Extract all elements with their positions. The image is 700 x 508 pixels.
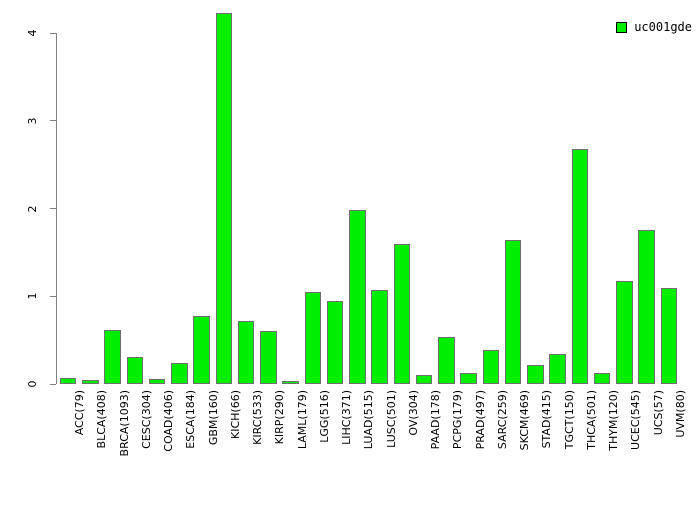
x-axis-label: SKCM(469) xyxy=(518,390,532,451)
x-axis-label: LAML(179) xyxy=(295,390,309,450)
bar xyxy=(571,148,589,384)
bar xyxy=(326,300,344,384)
x-axis-label: ACC(79) xyxy=(73,390,87,436)
y-axis-tick xyxy=(50,383,56,385)
x-axis-label: STAD(415) xyxy=(540,390,554,449)
bar xyxy=(660,288,678,384)
y-axis-tick-label-text: 4 xyxy=(26,29,39,37)
bar xyxy=(415,375,433,384)
x-axis-label: LUSC(501) xyxy=(384,390,398,448)
x-axis-label: ESCA(184) xyxy=(184,390,198,449)
bar xyxy=(82,379,99,384)
legend-swatch-icon xyxy=(616,21,628,33)
y-axis-tick-label-text: 3 xyxy=(26,117,39,125)
bar xyxy=(126,356,144,384)
x-axis-label: LUAD(515) xyxy=(362,390,376,450)
y-axis-tick-label: 1 xyxy=(22,289,44,303)
x-axis-label: SARC(259) xyxy=(495,390,509,450)
x-axis-label: UCEC(545) xyxy=(629,390,643,450)
bar xyxy=(460,373,477,384)
y-axis-tick xyxy=(50,120,56,122)
x-axis-label: THYM(120) xyxy=(607,390,621,451)
y-axis-tick xyxy=(50,32,56,34)
x-axis-label: OV(304) xyxy=(406,390,420,436)
y-axis-tick-label: 2 xyxy=(22,202,44,216)
bar xyxy=(193,316,210,384)
bar xyxy=(482,349,500,384)
bar-chart: 0 1 2 3 4 ACC(79) BLCA(408) BRCA(1093) CESC(304… xyxy=(22,12,692,480)
y-axis-tick-label: 0 xyxy=(22,377,44,391)
x-axis-label: BRCA(1093) xyxy=(117,390,131,457)
x-axis-label: PCPG(179) xyxy=(451,390,465,450)
bar xyxy=(438,336,455,384)
x-axis-label: PAAD(178) xyxy=(429,390,443,450)
bar xyxy=(215,12,233,384)
bar xyxy=(148,378,166,384)
y-axis-tick-label: 4 xyxy=(22,26,44,40)
x-axis-label: PRAD(497) xyxy=(473,390,487,450)
bar xyxy=(237,320,255,384)
x-axis-labels: ACC(79) BLCA(408) BRCA(1093) CESC(304) COAD(… xyxy=(57,388,687,480)
x-axis-label: THCA(501) xyxy=(584,390,598,450)
bar xyxy=(616,281,633,384)
y-axis-tick-label: 3 xyxy=(22,114,44,128)
x-axis-label: KICH(66) xyxy=(228,390,242,439)
bar xyxy=(393,243,411,384)
x-axis-label: UVM(80) xyxy=(673,390,687,438)
x-axis-label: LGG(516) xyxy=(317,390,331,443)
bar xyxy=(282,381,299,384)
legend: uc001gde xyxy=(616,20,692,34)
bar xyxy=(171,362,188,384)
bar xyxy=(104,329,121,384)
bar xyxy=(593,372,611,384)
bar xyxy=(260,331,277,384)
x-axis-label: KIRC(533) xyxy=(251,390,265,445)
y-axis-line xyxy=(56,33,57,384)
bar xyxy=(504,240,522,384)
bar xyxy=(371,290,388,384)
legend-label: uc001gde xyxy=(634,20,692,34)
bar xyxy=(527,364,544,384)
y-axis-tick-label-text: 2 xyxy=(26,205,39,212)
bars-layer xyxy=(57,12,680,384)
y-axis-tick-label-text: 1 xyxy=(26,292,39,300)
x-axis-label: UCS(57) xyxy=(651,390,665,436)
bar xyxy=(59,377,77,384)
bar xyxy=(304,291,322,384)
y-axis-tick-label-text: 0 xyxy=(26,380,39,388)
x-axis-label: COAD(406) xyxy=(162,390,176,452)
bar xyxy=(349,210,366,384)
x-axis-label: LIHC(371) xyxy=(340,390,354,445)
x-axis-label: GBM(160) xyxy=(206,390,220,446)
x-axis-label: KIRP(290) xyxy=(273,390,287,445)
y-axis-tick xyxy=(50,295,56,297)
x-axis-label: BLCA(408) xyxy=(95,390,109,449)
y-axis-tick xyxy=(50,208,56,209)
bar xyxy=(549,354,566,384)
x-axis-label: TGCT(150) xyxy=(562,390,576,450)
x-axis-label: CESC(304) xyxy=(139,390,153,449)
bar xyxy=(638,230,655,384)
